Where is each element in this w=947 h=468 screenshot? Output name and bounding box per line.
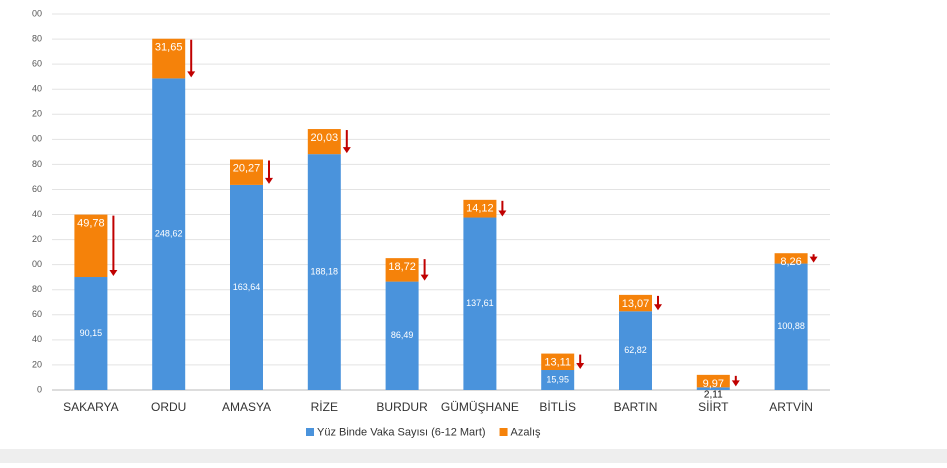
- y-tick-label: 20: [32, 234, 42, 244]
- decrease-arrow-head: [498, 210, 507, 217]
- bar-segment: [307, 154, 341, 390]
- bar-segment: [74, 214, 108, 278]
- value-label: 8,26: [780, 256, 801, 268]
- bar-segment: [463, 199, 497, 218]
- bar-segment: [774, 253, 808, 264]
- y-tick-label: 60: [32, 59, 42, 69]
- y-tick-label: 80: [32, 159, 42, 169]
- decrease-arrow-head: [809, 256, 818, 263]
- value-label: 20,03: [311, 132, 339, 144]
- value-label: 248,62: [155, 229, 183, 239]
- bar-segment: [385, 281, 419, 390]
- legend-label: Yüz Binde Vaka Sayısı (6-12 Mart): [317, 426, 486, 438]
- value-label: 49,78: [77, 218, 105, 230]
- bottom-strip: [0, 449, 947, 463]
- bar-segment: [385, 258, 419, 282]
- y-tick-label: 80: [32, 284, 42, 294]
- decrease-arrow-head: [654, 304, 662, 311]
- bar-segment: [619, 311, 652, 390]
- value-label: 18,72: [388, 261, 416, 273]
- bar-segment: [619, 294, 652, 312]
- bar-segment: [74, 277, 108, 390]
- value-label: 188,18: [311, 266, 339, 276]
- value-label: 9,97: [703, 378, 724, 390]
- bar-segment: [230, 184, 263, 390]
- bar-segment: [696, 387, 730, 390]
- value-label: 90,15: [80, 328, 103, 338]
- decrease-arrow-head: [109, 270, 118, 277]
- y-tick-label: 20: [32, 359, 42, 369]
- decrease-arrow-head: [342, 147, 351, 154]
- value-label: 62,82: [624, 345, 647, 355]
- y-tick-label: 00: [32, 8, 42, 18]
- bar-segment: [463, 217, 497, 390]
- decrease-arrow-head: [420, 274, 429, 281]
- value-label: 100,88: [777, 321, 805, 331]
- decrease-arrow-head: [576, 363, 585, 370]
- y-tick-label: 60: [32, 309, 42, 319]
- x-tick-label: ORDU: [151, 400, 186, 414]
- bar-segment: [774, 263, 808, 390]
- value-label: 14,12: [466, 203, 494, 215]
- y-tick-label: 00: [32, 259, 42, 269]
- y-tick-label: 40: [32, 334, 42, 344]
- decrease-arrow-head: [731, 380, 740, 387]
- legend-label: Azalış: [511, 426, 541, 438]
- y-tick-label: 60: [32, 184, 42, 194]
- x-tick-label: SİİRT: [698, 400, 729, 414]
- y-tick-label: 00: [32, 134, 42, 144]
- x-tick-label: BARTIN: [614, 400, 658, 414]
- y-tick-label: 40: [32, 84, 42, 94]
- decrease-arrow-head: [265, 177, 273, 184]
- decrease-arrow-head: [187, 71, 196, 78]
- x-tick-label: SAKARYA: [63, 400, 119, 414]
- bar-segment: [541, 353, 575, 371]
- value-label: 31,65: [155, 42, 183, 54]
- legend-swatch: [499, 428, 508, 436]
- y-tick-label: 20: [32, 109, 42, 119]
- x-tick-label: AMASYA: [222, 400, 271, 414]
- bar-segment: [541, 370, 575, 390]
- value-label: 15,95: [546, 374, 569, 384]
- legend-swatch: [306, 428, 314, 436]
- x-tick-label: RİZE: [311, 400, 338, 414]
- value-label: 20,27: [233, 162, 261, 174]
- y-tick-label: 0: [37, 384, 42, 394]
- x-tick-label: BİTLİS: [539, 400, 576, 414]
- value-label: 13,11: [544, 356, 571, 368]
- value-label: 137,61: [466, 298, 494, 308]
- bar-segment: [307, 129, 341, 155]
- bar-segment: [152, 38, 186, 79]
- value-label: 163,64: [233, 282, 261, 292]
- y-tick-label: 40: [32, 209, 42, 219]
- x-tick-label: BURDUR: [376, 400, 428, 414]
- y-tick-label: 80: [32, 33, 42, 43]
- x-tick-label: ARTVİN: [769, 400, 813, 414]
- bar-segment: [152, 78, 186, 390]
- bar-segment: [696, 374, 730, 388]
- x-tick-label: GÜMÜŞHANE: [441, 400, 519, 414]
- bar-segment: [230, 159, 263, 185]
- value-label: 2,11: [704, 390, 723, 401]
- value-label: 13,07: [622, 298, 650, 310]
- value-label: 86,49: [391, 330, 414, 340]
